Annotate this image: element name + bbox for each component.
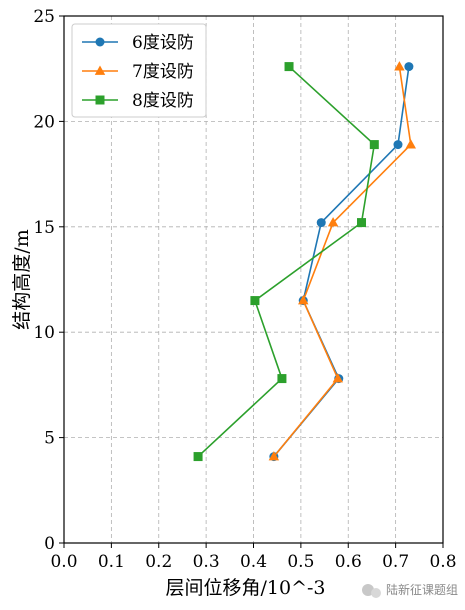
legend-label: 6度设防 (132, 33, 194, 53)
legend-label: 7度设防 (132, 62, 194, 82)
x-tick-label: 0.4 (240, 552, 267, 572)
data-point (327, 217, 339, 227)
data-point (193, 452, 203, 462)
x-tick-label: 0.0 (50, 552, 77, 572)
y-tick-label: 15 (33, 218, 55, 238)
x-tick-label: 0.1 (98, 552, 125, 572)
series-3 (193, 62, 379, 462)
legend-label: 8度设防 (132, 91, 194, 111)
legend-marker (95, 95, 105, 105)
x-tick-label: 0.5 (287, 552, 314, 572)
x-tick-label: 0.2 (145, 552, 172, 572)
y-axis-title: 结构高度/m (11, 229, 33, 329)
axis-ticks: 0.0 0.1 0.2 0.3 0.4 0.5 0.6 0.7 0.8 0 5 10 15 20 25 (33, 7, 456, 572)
data-point (369, 140, 379, 150)
x-tick-label: 0.8 (429, 552, 456, 572)
legend-box (71, 23, 207, 118)
y-tick-label: 0 (44, 534, 55, 554)
series-line (273, 66, 410, 458)
data-point (332, 373, 344, 383)
x-tick-label: 0.7 (382, 552, 409, 572)
y-tick-label: 10 (33, 323, 55, 343)
data-point (316, 218, 326, 228)
data-point (394, 61, 405, 71)
legend-item: 8度设防 (82, 91, 194, 111)
y-tick-label: 5 (44, 429, 55, 449)
series-layer (193, 61, 417, 462)
data-point (357, 218, 367, 228)
legend-marker (94, 65, 106, 75)
legend-marker (95, 37, 105, 47)
series-1 (269, 62, 414, 462)
data-point (298, 295, 309, 305)
x-tick-label: 0.3 (193, 552, 220, 572)
legend-item: 7度设防 (82, 62, 194, 82)
data-point (277, 374, 287, 384)
series-line (273, 66, 412, 458)
y-tick-label: 20 (33, 112, 55, 132)
data-point (404, 62, 414, 72)
legend: 6度设防 7度设防 8度设防 (71, 23, 207, 118)
wechat-icon (362, 584, 381, 598)
legend-item: 6度设防 (82, 33, 194, 53)
data-point (268, 451, 280, 461)
data-point (405, 139, 417, 149)
watermark-text: 陆新征课题组 (386, 582, 458, 597)
x-tick-label: 0.6 (335, 552, 362, 572)
y-tick-label: 25 (33, 7, 55, 27)
watermark: 陆新征课题组 (362, 582, 458, 598)
data-point (284, 62, 294, 72)
series-line (197, 66, 376, 458)
data-point (393, 140, 403, 150)
series-2 (268, 61, 417, 461)
data-point (250, 296, 260, 306)
x-axis-title: 层间位移角/10^-3 (165, 577, 325, 599)
